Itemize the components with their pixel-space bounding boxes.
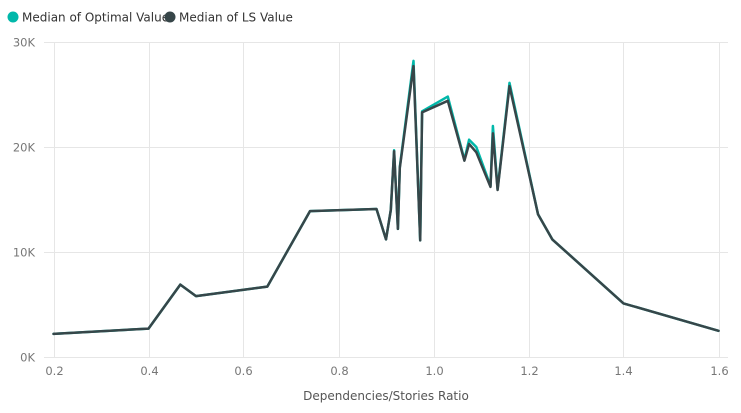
x-tick-label: 0.2 (45, 364, 63, 378)
legend-label-ls: Median of LS Value (179, 11, 293, 25)
legend[interactable]: Median of Optimal Value Median of LS Val… (7, 11, 293, 25)
x-tick-label: 0.4 (140, 364, 158, 378)
legend-item-optimal[interactable]: Median of Optimal Value (7, 11, 170, 25)
x-tick-label: 1.6 (710, 364, 728, 378)
plot-area (52, 59, 720, 336)
legend-marker-optimal (7, 11, 19, 23)
x-tick-label: 1.4 (614, 364, 632, 378)
y-tick-label: 10K (13, 246, 36, 260)
y-tick-label: 30K (13, 36, 36, 50)
x-axis-title: Dependencies/Stories Ratio (303, 389, 469, 403)
legend-item-ls[interactable]: Median of LS Value (164, 11, 293, 25)
x-axis: 0.2 0.4 0.6 0.8 1.0 1.2 1.4 1.6 (45, 364, 728, 378)
series-line-optimal[interactable] (52, 59, 720, 336)
legend-marker-ls (164, 11, 176, 23)
y-axis: 0K 10K 20K 30K (13, 36, 36, 365)
x-tick-label: 0.6 (234, 364, 252, 378)
series-line-ls[interactable] (52, 64, 720, 336)
x-tick-label: 1.2 (520, 364, 538, 378)
legend-label-optimal: Median of Optimal Value (22, 11, 169, 25)
x-tick-label: 1.0 (425, 364, 443, 378)
x-tick-label: 0.8 (330, 364, 348, 378)
y-tick-label: 20K (13, 141, 36, 155)
y-tick-label: 0K (20, 351, 35, 365)
gridlines (44, 42, 728, 358)
